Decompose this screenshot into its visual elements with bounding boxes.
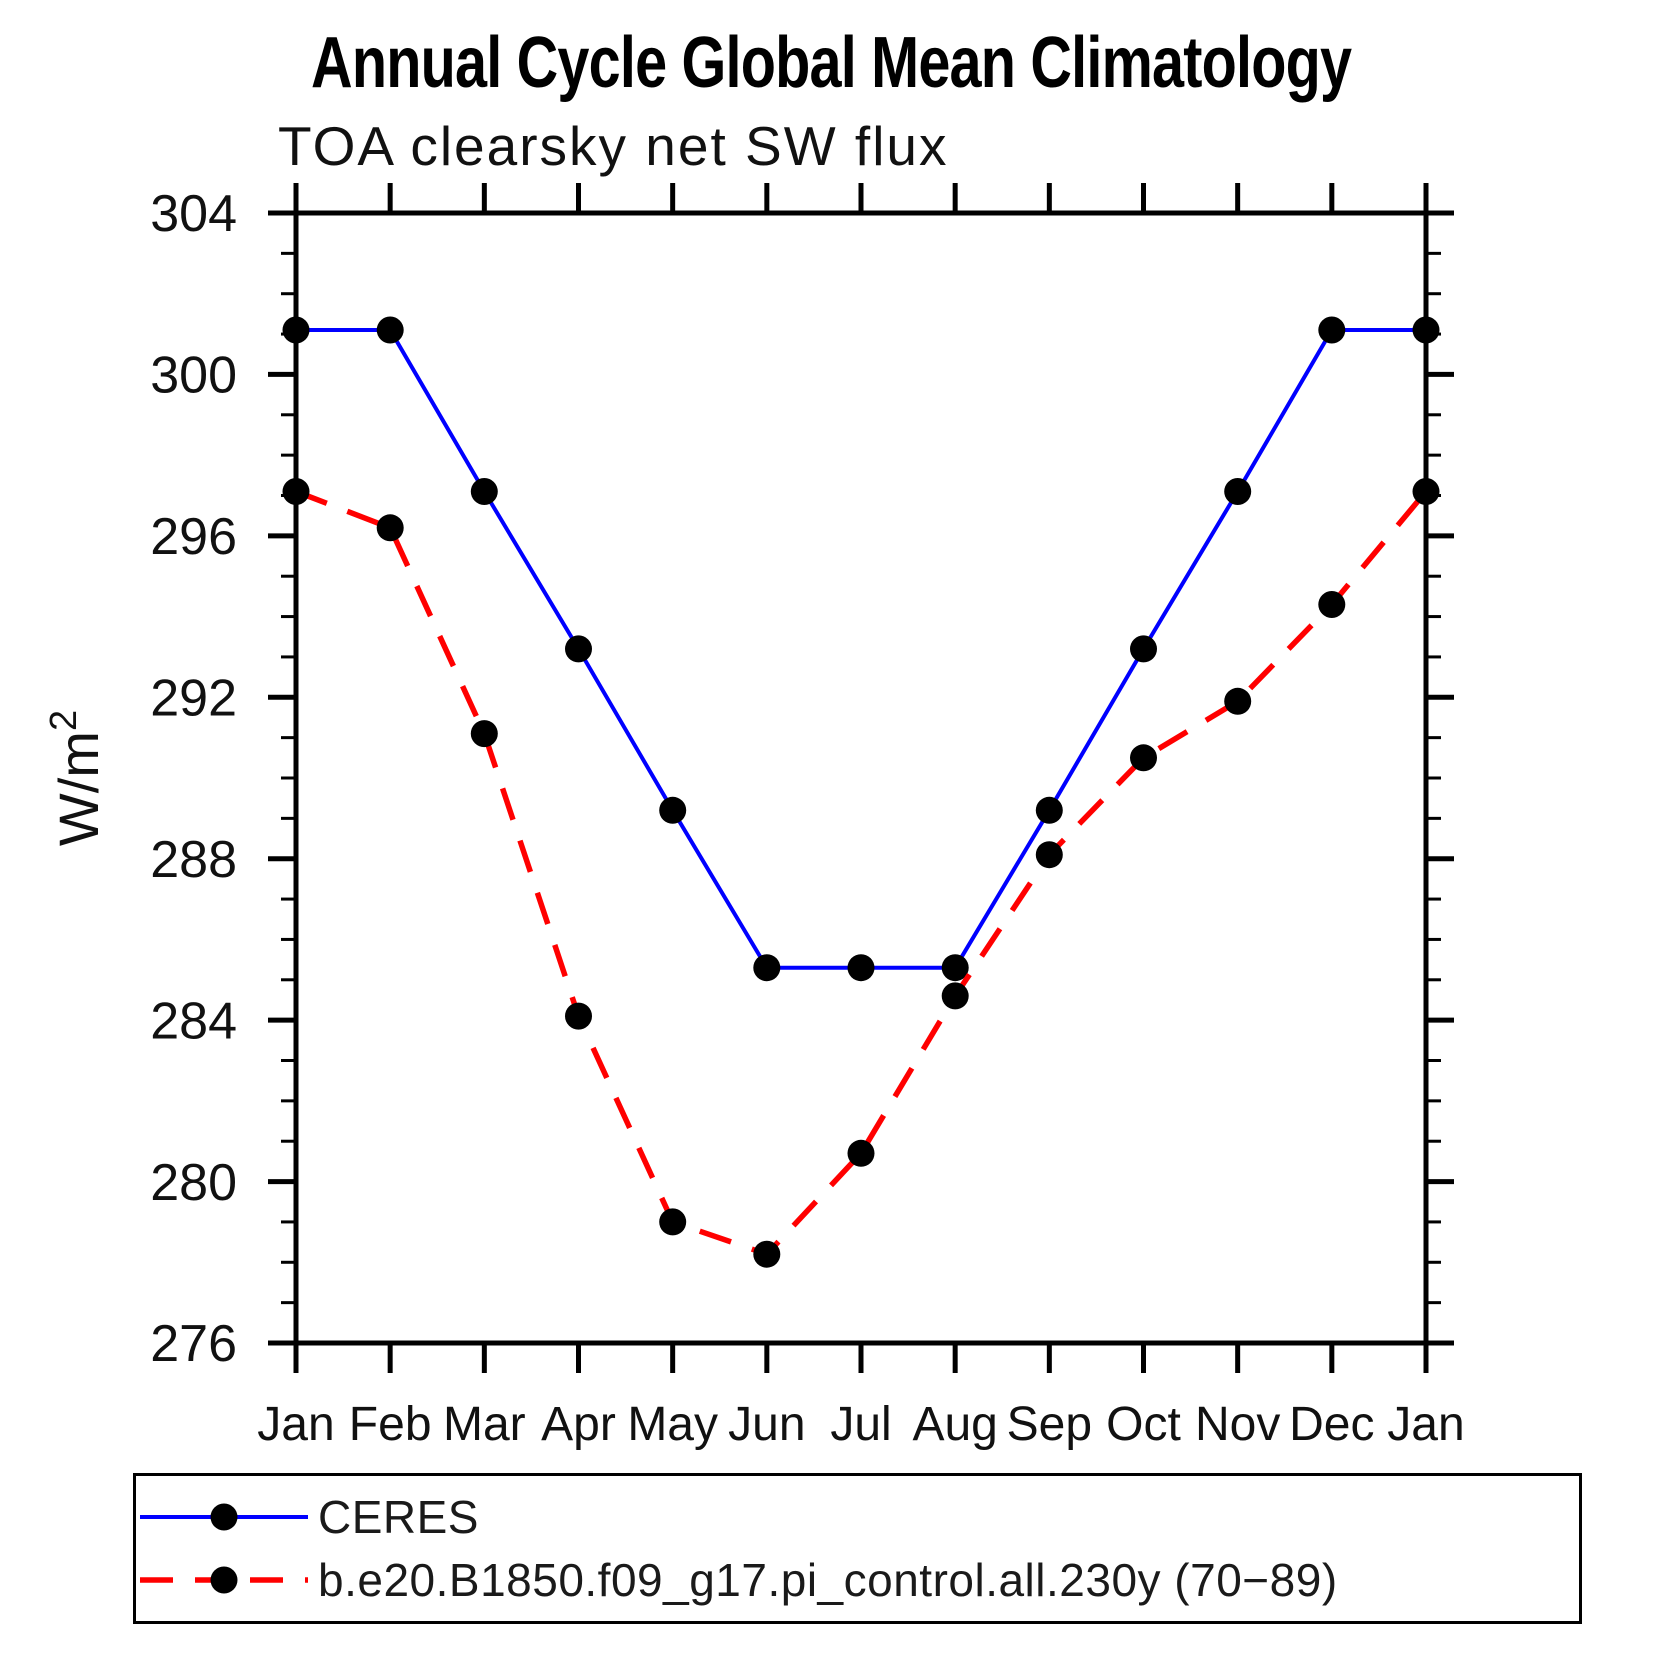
legend-item-model: b.e20.B1850.f09_g17.pi_control.all.230y … bbox=[138, 1554, 1579, 1606]
month-label: May bbox=[627, 1398, 718, 1451]
data-point-marker bbox=[282, 316, 310, 344]
data-point-marker bbox=[659, 1208, 687, 1236]
month-label: Feb bbox=[349, 1398, 432, 1451]
data-point-marker bbox=[1318, 591, 1346, 618]
data-point-marker bbox=[1130, 744, 1157, 772]
legend-label-ceres: CERES bbox=[318, 1490, 479, 1543]
month-label: Oct bbox=[1106, 1398, 1181, 1451]
y-axis-tick-label: 284 bbox=[150, 992, 237, 1050]
y-axis-tick-label: 292 bbox=[150, 669, 237, 727]
legend-marker-dot bbox=[210, 1566, 238, 1594]
legend-line-sample-solid bbox=[140, 1503, 308, 1531]
data-point-marker bbox=[470, 478, 498, 505]
month-label: Mar bbox=[443, 1398, 526, 1451]
y-axis-major-ticks bbox=[268, 210, 1454, 1346]
month-label: Jan bbox=[257, 1398, 334, 1451]
data-point-marker bbox=[565, 1002, 592, 1030]
data-point-marker bbox=[1224, 478, 1252, 505]
data-point-marker bbox=[753, 954, 781, 982]
data-point-marker bbox=[376, 316, 404, 344]
data-point-marker bbox=[282, 478, 310, 505]
data-point-marker bbox=[1412, 478, 1440, 505]
y-axis-tick-label: 280 bbox=[150, 1154, 237, 1212]
y-axis-tick-label: 304 bbox=[150, 185, 237, 243]
series-model bbox=[282, 478, 1440, 1268]
month-label: Jul bbox=[830, 1398, 891, 1451]
y-axis-tick-labels: 276 280 284 288 292 296 300 304 bbox=[150, 185, 237, 1373]
data-point-marker bbox=[1318, 316, 1346, 344]
y-axis-tick-label: 300 bbox=[150, 347, 237, 405]
legend-marker-dot bbox=[210, 1503, 238, 1531]
data-point-marker bbox=[1035, 841, 1063, 869]
series-line bbox=[296, 328, 1426, 970]
month-label: Jan bbox=[1387, 1398, 1464, 1451]
legend-box: CERES b.e20.B1850.f09_g17.pi_control.all… bbox=[133, 1473, 1582, 1624]
x-axis-tick-labels: Jan Feb Mar Apr May Jun Jul Aug Sep Oct Nov Dec Jan bbox=[257, 1398, 1464, 1451]
chart-subtitle: TOA clearsky net SW flux bbox=[278, 115, 949, 177]
legend-label-model: b.e20.B1850.f09_g17.pi_control.all.230y … bbox=[318, 1554, 1338, 1607]
y-axis-title: W/m2 bbox=[43, 710, 110, 846]
month-label: Sep bbox=[1007, 1398, 1092, 1451]
month-label: Dec bbox=[1289, 1398, 1374, 1451]
y-axis-tick-label: 296 bbox=[150, 508, 237, 566]
data-point-marker bbox=[753, 1240, 781, 1268]
data-point-marker bbox=[1412, 316, 1440, 344]
y-axis-tick-label: 288 bbox=[150, 831, 237, 889]
chart-title: Annual Cycle Global Mean Climatology bbox=[311, 23, 1352, 103]
chart-title-wrap: Annual Cycle Global Mean Climatology bbox=[0, 22, 1663, 104]
data-point-marker bbox=[1130, 635, 1157, 663]
data-point-marker bbox=[659, 796, 687, 824]
axes bbox=[293, 183, 1429, 1373]
y-axis-tick-label: 276 bbox=[150, 1315, 237, 1373]
data-point-marker bbox=[1224, 687, 1252, 715]
data-point-marker bbox=[941, 982, 969, 1010]
data-point-marker bbox=[565, 635, 592, 663]
legend-line-sample-dashed bbox=[140, 1566, 308, 1594]
x-axis-ticks bbox=[387, 183, 1335, 1373]
data-point-marker bbox=[847, 954, 875, 982]
series-line bbox=[295, 488, 1429, 1258]
data-point-marker bbox=[1035, 796, 1063, 824]
data-point-marker bbox=[376, 514, 404, 542]
legend-item-ceres: CERES bbox=[138, 1491, 1579, 1543]
data-point-marker bbox=[470, 720, 498, 748]
data-point-marker bbox=[941, 954, 969, 982]
month-label: Apr bbox=[541, 1398, 616, 1451]
series-ceres bbox=[282, 316, 1440, 982]
month-label: Nov bbox=[1195, 1398, 1280, 1451]
month-label: Aug bbox=[912, 1398, 997, 1451]
data-point-marker bbox=[847, 1139, 875, 1167]
month-label: Jun bbox=[728, 1398, 805, 1451]
